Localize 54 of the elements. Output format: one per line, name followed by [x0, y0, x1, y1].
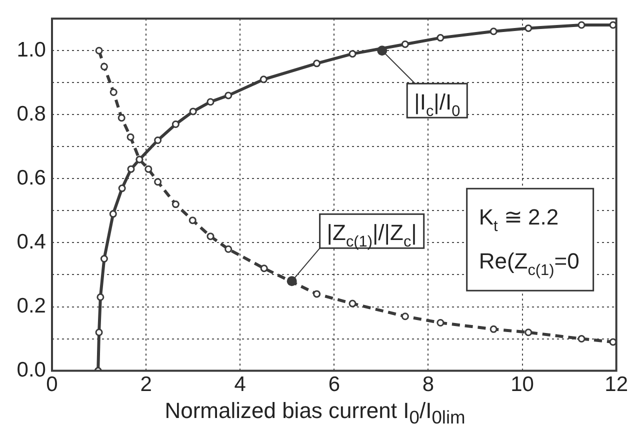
point	[100, 254, 108, 262]
x-axis-title: Normalized bias current I$_{0}$/I$_{0lim}$	[164, 398, 466, 428]
point	[206, 98, 214, 106]
point	[127, 165, 135, 173]
point	[401, 312, 409, 320]
point	[260, 264, 268, 272]
x-tick-label: 4	[234, 373, 246, 396]
point	[578, 21, 586, 29]
point	[126, 133, 134, 141]
point	[260, 76, 268, 84]
point	[110, 88, 118, 96]
x-tick-label: 10	[510, 373, 534, 396]
point	[313, 290, 321, 298]
point	[524, 24, 532, 32]
point	[188, 216, 196, 224]
point	[578, 335, 586, 343]
point	[436, 34, 444, 42]
point	[109, 210, 117, 218]
x-tick-label: 6	[328, 373, 340, 396]
point	[401, 40, 409, 48]
point	[224, 92, 232, 100]
x-tick-label: 12	[604, 373, 628, 396]
point	[348, 300, 356, 308]
point	[313, 60, 321, 68]
point	[524, 328, 532, 336]
y-tick-label: 0.8	[16, 102, 46, 126]
point	[189, 108, 197, 116]
y-tick-label: 0.6	[16, 166, 46, 190]
point	[96, 293, 104, 301]
point	[490, 28, 498, 36]
point	[436, 319, 444, 327]
x-tick-label: 8	[422, 373, 434, 396]
point	[100, 62, 108, 70]
point	[609, 21, 616, 29]
point	[348, 50, 356, 58]
point	[118, 114, 126, 122]
point	[118, 184, 126, 192]
point	[95, 328, 103, 336]
point	[172, 200, 180, 208]
point	[224, 245, 232, 253]
x-tick-label: 2	[140, 373, 152, 396]
point	[490, 325, 498, 333]
y-tick-label: 0.4	[16, 230, 46, 254]
point	[172, 120, 180, 128]
point	[154, 136, 162, 144]
point	[95, 46, 103, 54]
point	[154, 178, 162, 186]
point	[144, 165, 152, 173]
y-tick-label: 0.0	[16, 358, 46, 382]
x-tick-label: 0	[46, 373, 58, 396]
y-tick-label: 1.0	[16, 38, 46, 62]
y-tick-label: 0.2	[16, 294, 46, 318]
point	[206, 232, 214, 240]
point	[609, 338, 616, 346]
